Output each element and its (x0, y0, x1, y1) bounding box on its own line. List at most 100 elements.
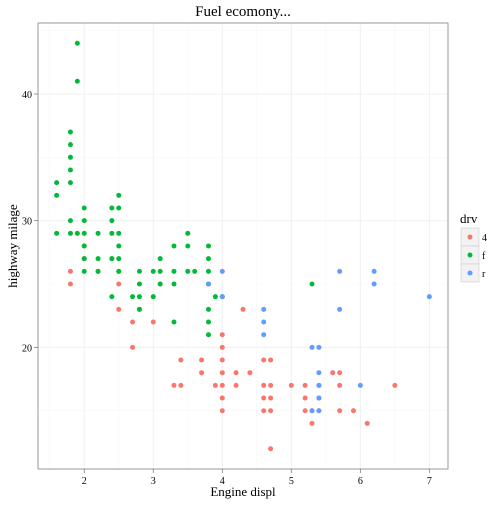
data-point-drv-4 (233, 382, 239, 388)
legend-point-f (467, 252, 473, 258)
x-tick-label: 6 (358, 476, 363, 487)
data-point-drv-4 (268, 382, 274, 388)
data-point-drv-r (316, 344, 322, 350)
data-point-drv-4 (337, 382, 343, 388)
data-point-drv-f (205, 256, 211, 262)
data-point-drv-f (67, 154, 73, 160)
data-point-drv-r (337, 306, 343, 312)
data-point-drv-4 (219, 370, 225, 376)
data-point-drv-f (116, 192, 122, 198)
data-point-drv-f (67, 218, 73, 224)
data-point-drv-4 (261, 408, 267, 414)
data-point-drv-4 (268, 408, 274, 414)
data-point-drv-4 (219, 357, 225, 363)
y-axis-label: highway milage (5, 204, 20, 288)
data-point-drv-4 (309, 420, 315, 426)
data-point-drv-r (371, 281, 377, 287)
data-point-drv-f (185, 268, 191, 274)
data-point-drv-r (426, 294, 432, 300)
data-point-drv-f (67, 230, 73, 236)
data-point-drv-f (205, 306, 211, 312)
data-point-drv-4 (219, 382, 225, 388)
data-point-drv-4 (219, 408, 225, 414)
data-point-drv-f (95, 268, 101, 274)
data-point-drv-r (316, 370, 322, 376)
data-point-drv-f (205, 332, 211, 338)
data-point-drv-f (67, 129, 73, 135)
legend-label-4: 4 (482, 233, 487, 244)
data-point-drv-f (81, 205, 87, 211)
data-point-drv-4 (392, 382, 398, 388)
data-point-drv-f (205, 268, 211, 274)
data-point-drv-r (337, 268, 343, 274)
data-point-drv-4 (288, 382, 294, 388)
data-point-drv-f (54, 180, 60, 186)
data-point-drv-4 (67, 281, 73, 287)
x-axis-label: Engine displ (210, 484, 276, 499)
legend-label-r: r (482, 269, 486, 280)
data-point-drv-f (81, 218, 87, 224)
data-point-drv-4 (212, 382, 218, 388)
data-point-drv-f (192, 268, 198, 274)
data-point-drv-4 (261, 357, 267, 363)
data-point-drv-f (54, 192, 60, 198)
legend-point-r (467, 270, 473, 276)
data-point-drv-r (316, 408, 322, 414)
data-point-drv-4 (171, 382, 177, 388)
data-point-drv-4 (330, 370, 336, 376)
data-point-drv-f (205, 319, 211, 325)
data-point-drv-4 (247, 370, 253, 376)
data-point-drv-f (150, 294, 156, 300)
data-point-drv-r (261, 332, 267, 338)
data-point-drv-r (309, 344, 315, 350)
data-point-drv-4 (116, 281, 122, 287)
data-point-drv-4 (199, 370, 205, 376)
data-point-drv-f (81, 230, 87, 236)
data-point-drv-4 (240, 306, 246, 312)
data-point-drv-f (136, 281, 142, 287)
data-point-drv-f (157, 268, 163, 274)
data-point-drv-f (109, 218, 115, 224)
data-point-drv-f (116, 230, 122, 236)
data-point-drv-f (157, 256, 163, 262)
data-point-drv-f (136, 294, 142, 300)
data-point-drv-4 (337, 408, 343, 414)
data-point-drv-f (109, 294, 115, 300)
data-point-drv-4 (364, 420, 370, 426)
x-tick-label: 5 (289, 476, 294, 487)
axis-ticks: 2 3 4 5 6 7 20 30 40 (22, 90, 432, 487)
data-point-drv-f (157, 281, 163, 287)
data-point-drv-f (109, 256, 115, 262)
data-point-drv-f (109, 230, 115, 236)
data-point-drv-r (316, 382, 322, 388)
y-tick-label: 20 (22, 343, 32, 354)
data-point-drv-f (171, 281, 177, 287)
data-point-drv-f (95, 230, 101, 236)
data-point-drv-f (150, 268, 156, 274)
data-point-drv-f (74, 230, 80, 236)
data-point-drv-4 (302, 395, 308, 401)
data-point-drv-4 (130, 319, 136, 325)
x-tick-label: 2 (82, 476, 87, 487)
data-point-drv-f (185, 230, 191, 236)
data-point-drv-4 (261, 382, 267, 388)
data-point-drv-f (74, 78, 80, 84)
data-point-drv-4 (261, 395, 267, 401)
legend-label-f: f (482, 251, 486, 262)
data-point-drv-f (309, 281, 315, 287)
data-point-drv-r (261, 319, 267, 325)
data-point-drv-4 (268, 395, 274, 401)
data-point-drv-f (136, 268, 142, 274)
data-points (54, 40, 432, 452)
data-point-drv-f (116, 268, 122, 274)
data-point-drv-f (136, 306, 142, 312)
data-point-drv-f (81, 268, 87, 274)
data-point-drv-f (67, 142, 73, 148)
data-point-drv-4 (116, 306, 122, 312)
chart-title: Fuel ecomony... (195, 4, 291, 20)
data-point-drv-f (116, 256, 122, 262)
data-point-drv-4 (199, 357, 205, 363)
